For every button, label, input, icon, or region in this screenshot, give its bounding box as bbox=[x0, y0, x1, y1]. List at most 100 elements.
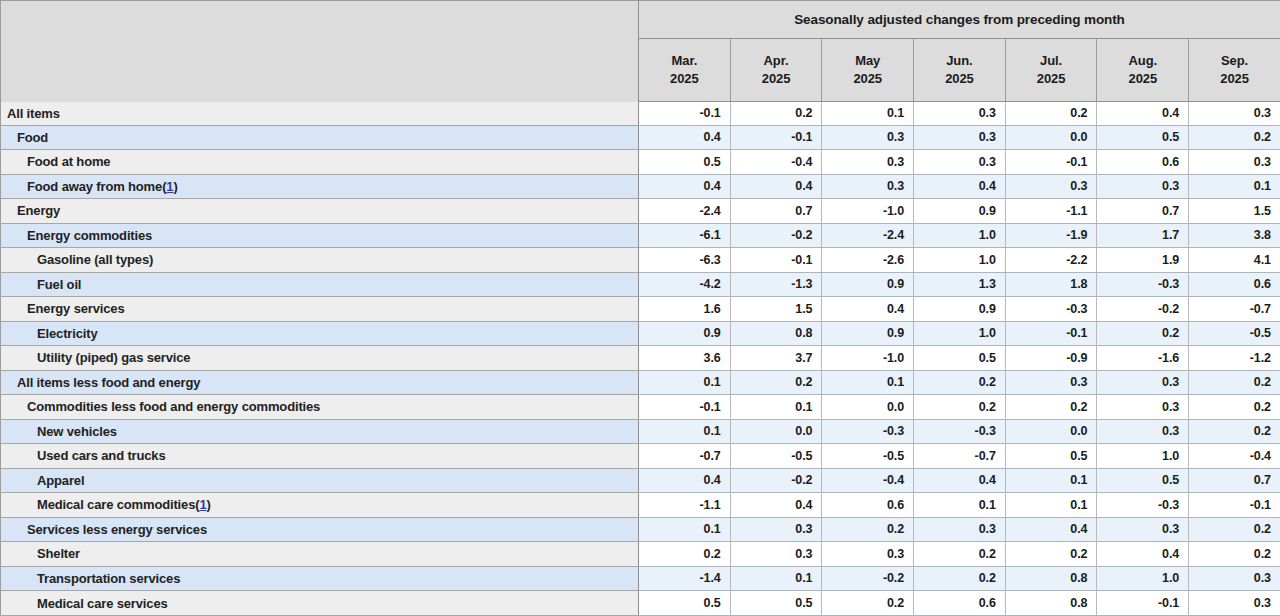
table-cell: 0.9 bbox=[914, 297, 1006, 322]
table-cell: 1.0 bbox=[914, 321, 1006, 346]
table-cell: 0.5 bbox=[1097, 125, 1189, 150]
table-cell: 0.4 bbox=[914, 174, 1006, 199]
row-label: Food away from home(1) bbox=[1, 174, 639, 199]
table-row: Energy services1.61.50.40.9-0.3-0.2-0.7 bbox=[1, 297, 1280, 322]
table-cell: 0.4 bbox=[639, 174, 731, 199]
table-cell: 0.3 bbox=[730, 542, 822, 567]
table-cell: 0.3 bbox=[730, 517, 822, 542]
table-row: Apparel0.4-0.2-0.40.40.10.50.7 bbox=[1, 468, 1280, 493]
table-cell: 1.0 bbox=[914, 248, 1006, 273]
table-cell: -0.7 bbox=[1189, 297, 1280, 322]
year-label: 2025 bbox=[1006, 70, 1097, 88]
footnote-paren: ) bbox=[173, 179, 177, 194]
table-cell: 0.3 bbox=[914, 150, 1006, 175]
table-cell: -2.2 bbox=[1005, 248, 1097, 273]
table-cell: 0.3 bbox=[1005, 370, 1097, 395]
table-cell: 0.2 bbox=[1005, 102, 1097, 126]
table-cell: -0.2 bbox=[822, 566, 914, 591]
table-cell: 0.1 bbox=[822, 102, 914, 126]
table-cell: 1.5 bbox=[730, 297, 822, 322]
table-cell: 4.1 bbox=[1189, 248, 1280, 273]
table-cell: 0.3 bbox=[822, 174, 914, 199]
table-cell: 0.7 bbox=[1097, 199, 1189, 224]
table-cell: 0.3 bbox=[1005, 174, 1097, 199]
table-cell: -0.3 bbox=[822, 419, 914, 444]
month-column-header: Aug.2025 bbox=[1097, 39, 1189, 102]
table-cell: 0.1 bbox=[639, 370, 731, 395]
row-label: Medical care commodities(1) bbox=[1, 493, 639, 518]
table-row: Medical care commodities(1)-1.10.40.60.1… bbox=[1, 493, 1280, 518]
month-column-header: May2025 bbox=[822, 39, 914, 102]
table-cell: 0.8 bbox=[1005, 566, 1097, 591]
row-label: Apparel bbox=[1, 468, 639, 493]
table-cell: 0.3 bbox=[822, 150, 914, 175]
table-cell: 0.4 bbox=[639, 468, 731, 493]
table-cell: 3.8 bbox=[1189, 223, 1280, 248]
month-label: Apr. bbox=[731, 52, 822, 70]
table-cell: -0.1 bbox=[639, 102, 731, 126]
table-cell: -0.3 bbox=[1005, 297, 1097, 322]
table-cell: 0.8 bbox=[730, 321, 822, 346]
table-cell: -0.5 bbox=[1189, 321, 1280, 346]
table-cell: 0.4 bbox=[1097, 542, 1189, 567]
footnote-link-1[interactable]: 1 bbox=[199, 497, 206, 512]
footnote-paren: ) bbox=[207, 497, 211, 512]
cpi-table-page: Seasonally adjusted changes from precedi… bbox=[0, 0, 1280, 616]
table-cell: -0.4 bbox=[1189, 444, 1280, 469]
row-label: Shelter bbox=[1, 542, 639, 567]
table-cell: 0.1 bbox=[639, 517, 731, 542]
table-cell: 0.2 bbox=[1005, 542, 1097, 567]
table-cell: 0.4 bbox=[1005, 517, 1097, 542]
row-label-text: Electricity bbox=[37, 326, 98, 341]
table-row: Commodities less food and energy commodi… bbox=[1, 395, 1280, 420]
table-cell: 0.3 bbox=[822, 542, 914, 567]
year-label: 2025 bbox=[639, 70, 730, 88]
year-label: 2025 bbox=[822, 70, 913, 88]
table-cell: 0.9 bbox=[822, 321, 914, 346]
table-cell: 0.5 bbox=[914, 346, 1006, 371]
table-cell: 1.0 bbox=[1097, 444, 1189, 469]
table-cell: 0.5 bbox=[639, 150, 731, 175]
table-cell: 0.3 bbox=[914, 102, 1006, 126]
table-cell: 0.7 bbox=[1189, 468, 1280, 493]
row-label-text: All items bbox=[7, 106, 60, 121]
table-cell: -1.6 bbox=[1097, 346, 1189, 371]
table-cell: 0.9 bbox=[822, 272, 914, 297]
table-cell: -0.1 bbox=[1097, 591, 1189, 616]
table-cell: -0.3 bbox=[914, 419, 1006, 444]
table-row: Services less energy services0.10.30.2 0.… bbox=[1, 517, 1280, 542]
table-cell: -1.2 bbox=[1189, 346, 1280, 371]
table-row: Energy-2.40.7-1.00.9-1.10.71.5 bbox=[1, 199, 1280, 224]
table-cell: 0.5 bbox=[1005, 444, 1097, 469]
row-label-text: Energy services bbox=[27, 301, 125, 316]
table-cell: -0.7 bbox=[639, 444, 731, 469]
table-cell: 1.6 bbox=[639, 297, 731, 322]
table-cell: 0.2 bbox=[822, 517, 914, 542]
month-label: Sep. bbox=[1189, 52, 1280, 70]
table-cell: 0.1 bbox=[639, 419, 731, 444]
table-row: Medical care services0.50.50.20.60.8-0.1… bbox=[1, 591, 1280, 616]
row-label-text: Food away from home bbox=[27, 179, 162, 194]
table-row: Food at home0.5-0.40.30.3-0.10.60.3 bbox=[1, 150, 1280, 175]
row-label: Medical care services bbox=[1, 591, 639, 616]
table-row: Shelter0.20.30.30.20.20.40.2 bbox=[1, 542, 1280, 567]
table-cell: 0.4 bbox=[730, 493, 822, 518]
row-label: Services less energy services bbox=[1, 517, 639, 542]
table-cell: 0.2 bbox=[914, 542, 1006, 567]
table-cell: 0.5 bbox=[639, 591, 731, 616]
row-label-text: Energy bbox=[17, 203, 60, 218]
row-label: Commodities less food and energy commodi… bbox=[1, 395, 639, 420]
table-cell: 0.3 bbox=[1097, 395, 1189, 420]
table-cell: -0.3 bbox=[1097, 493, 1189, 518]
row-label: Energy bbox=[1, 199, 639, 224]
row-label-text: Gasoline (all types) bbox=[37, 252, 153, 267]
table-cell: 0.1 bbox=[1005, 468, 1097, 493]
year-label: 2025 bbox=[1189, 70, 1280, 88]
table-row: New vehicles0.10.0-0.3-0.30.00.30.2 bbox=[1, 419, 1280, 444]
table-cell: 0.4 bbox=[1097, 102, 1189, 126]
table-cell: -1.1 bbox=[639, 493, 731, 518]
table-row: Electricity0.90.80.91.0-0.10.2-0.5 bbox=[1, 321, 1280, 346]
row-label-text: New vehicles bbox=[37, 424, 117, 439]
table-cell: 0.4 bbox=[914, 468, 1006, 493]
table-cell: 0.2 bbox=[914, 370, 1006, 395]
